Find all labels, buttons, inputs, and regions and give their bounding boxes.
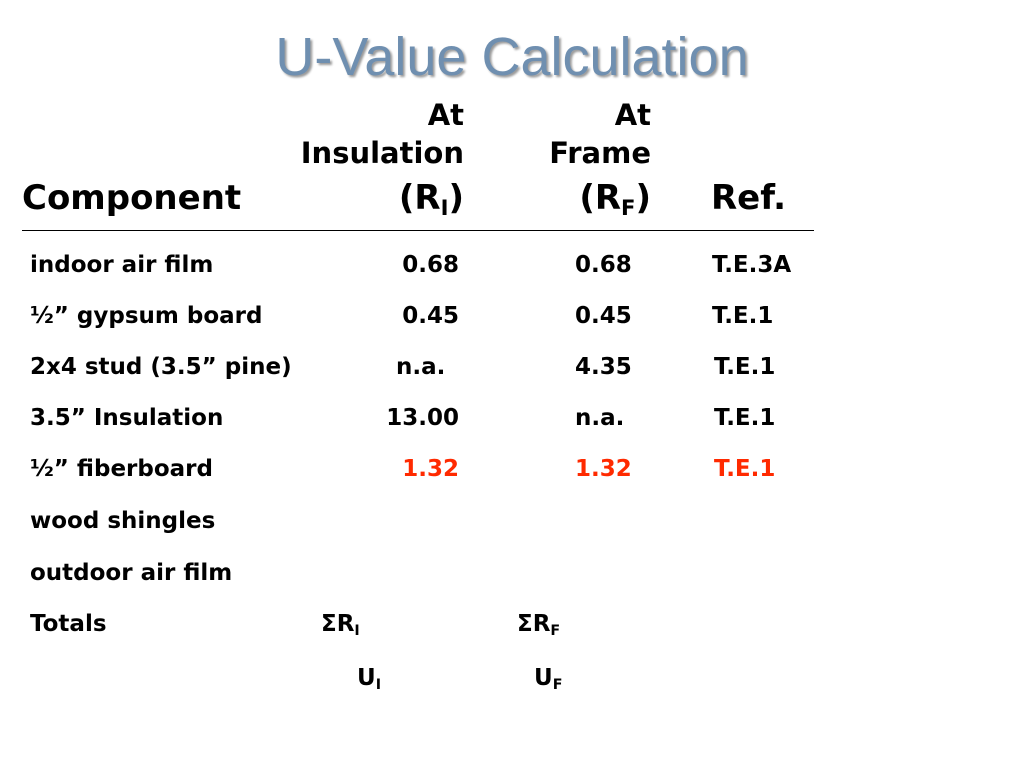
row-component: ½” fiberboard [30,456,213,482]
header-insulation-symbol: (RI) [399,178,464,220]
row-r-insulation: 0.45 [402,303,459,329]
u-insulation-subscript: I [375,676,381,693]
header-frame: At Frame [549,96,651,172]
sum-r-frame-subscript: F [550,622,561,639]
row-component: 3.5” Insulation [30,405,224,431]
row-r-insulation: 0.68 [402,252,459,278]
header-ref: Ref. [711,178,787,218]
row-component: wood shingles [30,508,216,534]
header-frame-symbol: (RF) [579,178,651,220]
sum-r-insulation-text: ΣR [321,611,355,637]
row-ref: T.E.1 [712,303,774,329]
row-r-insulation: 1.32 [402,456,459,482]
header-insulation-line2: Insulation [300,136,464,170]
sum-r-insulation: ΣRI [321,611,360,639]
header-insulation-symbol-text: (R [398,178,441,218]
sum-r-frame-text: ΣR [517,611,551,637]
u-frame: UF [534,665,562,693]
u-frame-text: U [534,665,553,691]
row-ref: T.E.1 [714,456,776,482]
header-frame-subscript: F [621,194,636,220]
header-divider [22,230,814,231]
slide-title: U-Value Calculation [275,27,749,87]
header-insulation-close: ) [448,178,464,218]
header-component: Component [22,178,242,218]
row-r-frame: 0.45 [575,303,632,329]
totals-label: Totals [30,611,107,637]
u-insulation: UI [357,665,381,693]
header-insulation-subscript: I [440,194,449,220]
row-r-frame: 4.35 [575,354,632,380]
row-ref: T.E.1 [714,354,776,380]
u-frame-subscript: F [552,676,563,693]
header-insulation: At Insulation [301,96,464,172]
row-r-frame: 0.68 [575,252,632,278]
row-ref: T.E.3A [712,252,792,278]
row-r-frame: 1.32 [575,456,632,482]
header-insulation-line1: At [427,98,464,132]
row-component: outdoor air film [30,560,233,586]
row-component: 2x4 stud (3.5” pine) [30,354,292,380]
header-frame-line2: Frame [549,136,651,170]
row-component: ½” gypsum board [30,303,263,329]
u-insulation-text: U [357,665,376,691]
row-r-frame: n.a. [575,405,625,431]
header-frame-symbol-text: (R [579,178,622,218]
sum-r-frame: ΣRF [517,611,560,639]
row-ref: T.E.1 [714,405,776,431]
row-r-insulation: n.a. [396,354,446,380]
header-frame-close: ) [635,178,651,218]
header-frame-line1: At [614,98,651,132]
row-r-insulation: 13.00 [386,405,459,431]
sum-r-insulation-subscript: I [354,622,360,639]
row-component: indoor air film [30,252,214,278]
